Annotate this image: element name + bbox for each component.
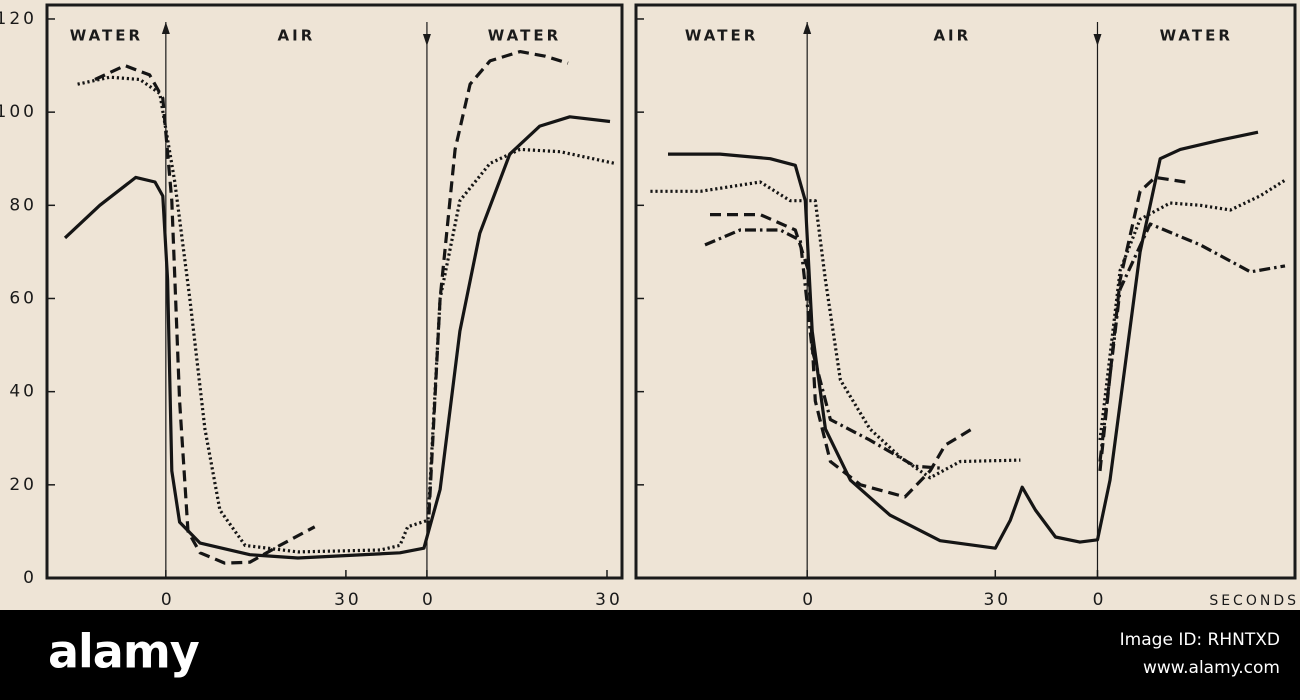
x-axis-label: SECONDS — [1209, 593, 1299, 609]
y-tick-label: 60 — [9, 288, 37, 308]
phase-label: WATER — [488, 27, 561, 45]
series-line — [710, 175, 1186, 499]
paper — [0, 0, 1300, 610]
y-tick-label: 20 — [9, 475, 37, 495]
footer-band — [0, 610, 1300, 700]
series-line — [77, 75, 616, 554]
phase-label: WATER — [685, 27, 758, 45]
y-tick-label: 100 — [0, 102, 37, 122]
event-arrow — [1093, 34, 1102, 46]
phase-label: WATER — [70, 27, 143, 45]
series-line — [668, 130, 1259, 550]
event-arrow — [422, 34, 431, 46]
x-tick-label: 30 — [983, 590, 1011, 610]
plot-frame — [45, 3, 624, 580]
x-tick-label: 0 — [161, 590, 175, 610]
x-tick-label: 30 — [334, 590, 362, 610]
series-line — [650, 178, 1286, 480]
x-tick-label: 30 — [595, 590, 623, 610]
x-tick-label: 0 — [802, 590, 816, 610]
plot-frame — [634, 3, 1297, 580]
phase-label: AIR — [933, 27, 971, 45]
x-tick-label: 0 — [422, 590, 436, 610]
image-id: Image ID: RHNTXD — [1120, 630, 1280, 650]
series-line — [94, 50, 569, 565]
event-arrow — [161, 22, 170, 34]
x-tick-label: 0 — [1093, 590, 1107, 610]
series-line — [63, 115, 611, 560]
y-tick-label: 120 — [0, 9, 37, 29]
y-tick-label: 40 — [9, 382, 37, 402]
url: www.alamy.com — [1143, 658, 1280, 678]
y-tick-label: 80 — [9, 195, 37, 215]
phase-label: WATER — [1160, 27, 1233, 45]
phase-label: AIR — [278, 27, 316, 45]
brand: alamy — [48, 625, 200, 679]
series-line — [704, 222, 1286, 470]
y-tick-label: 0 — [23, 568, 37, 588]
event-arrow — [803, 22, 812, 34]
